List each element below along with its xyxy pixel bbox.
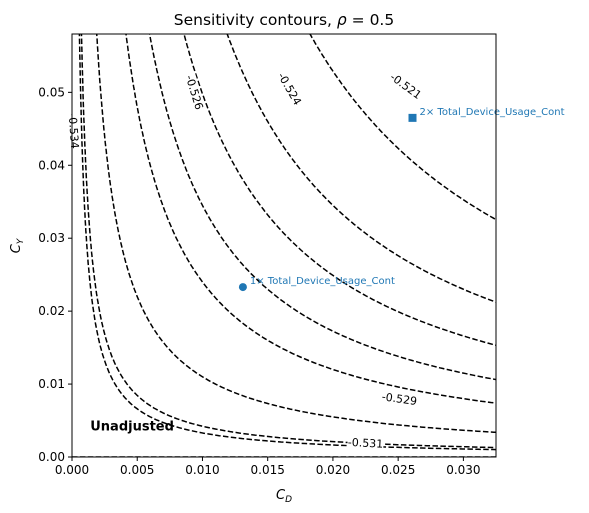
contour-label-1: -0.531	[347, 435, 384, 451]
svg-text:-0.534: -0.534	[66, 113, 81, 149]
contour-labels: -0.531-0.529-0.534-0.526 -0.524 -0.521	[66, 70, 425, 451]
x-tick-label: 0.010	[185, 463, 219, 477]
benchmark-points: 1× Total_Device_Usage_Cont 2× Total_Devic…	[238, 107, 565, 292]
benchmark-marker-1	[408, 113, 417, 122]
y-tick-label: 0.02	[38, 304, 65, 318]
contour-lines	[72, 34, 496, 457]
x-tick-label: 0.015	[251, 463, 285, 477]
plot-frame	[71, 33, 497, 458]
chart-title: Sensitivity contours, ρ = 0.5	[174, 11, 394, 29]
y-axis: 0.00 0.01 0.02 0.03 0.04 0.05	[38, 85, 72, 464]
y-tick-label: 0.03	[38, 231, 65, 245]
contour-label-8: -0.521	[388, 70, 425, 102]
x-tick-label: 0.005	[120, 463, 154, 477]
y-tick-label: 0.01	[38, 377, 65, 391]
y-tick-label: 0.00	[38, 450, 65, 464]
contour-line-4	[226, 34, 496, 303]
x-axis: 0.000 0.005 0.010 0.015 0.020 0.025 0.030	[55, 457, 481, 477]
svg-text:-0.521: -0.521	[388, 71, 424, 102]
contour-label-5: -0.534	[66, 112, 82, 150]
contour-line-5	[80, 34, 496, 449]
x-tick-label: 0.025	[381, 463, 415, 477]
contour-line-8	[309, 34, 496, 221]
svg-text:-0.531: -0.531	[347, 436, 383, 451]
x-tick-label: 0.020	[316, 463, 350, 477]
benchmark-marker-0	[238, 283, 247, 292]
contour-line-7	[183, 34, 496, 347]
contour-line-2	[95, 34, 496, 434]
y-axis-label: CY	[9, 237, 26, 253]
contour-line-1	[78, 34, 496, 451]
svg-text:-0.529: -0.529	[381, 390, 418, 408]
annotations: Unadjusted	[90, 419, 174, 434]
annotation-unadjusted: Unadjusted	[90, 419, 174, 434]
contour-line-3	[148, 34, 496, 381]
benchmark-label-1: 2× Total_Device_Usage_Cont	[420, 107, 565, 118]
contour-label-7: -0.524	[275, 70, 305, 108]
x-tick-label: 0.030	[446, 463, 480, 477]
svg-text:-0.524: -0.524	[275, 70, 304, 107]
contour-label-2: -0.529	[380, 390, 419, 408]
contour-line-6	[125, 34, 496, 404]
y-tick-label: 0.04	[38, 158, 65, 172]
x-axis-label: CD	[276, 488, 292, 505]
y-tick-label: 0.05	[38, 85, 65, 99]
benchmark-label-0: 1× Total_Device_Usage_Cont	[250, 276, 395, 287]
x-tick-label: 0.000	[55, 463, 89, 477]
